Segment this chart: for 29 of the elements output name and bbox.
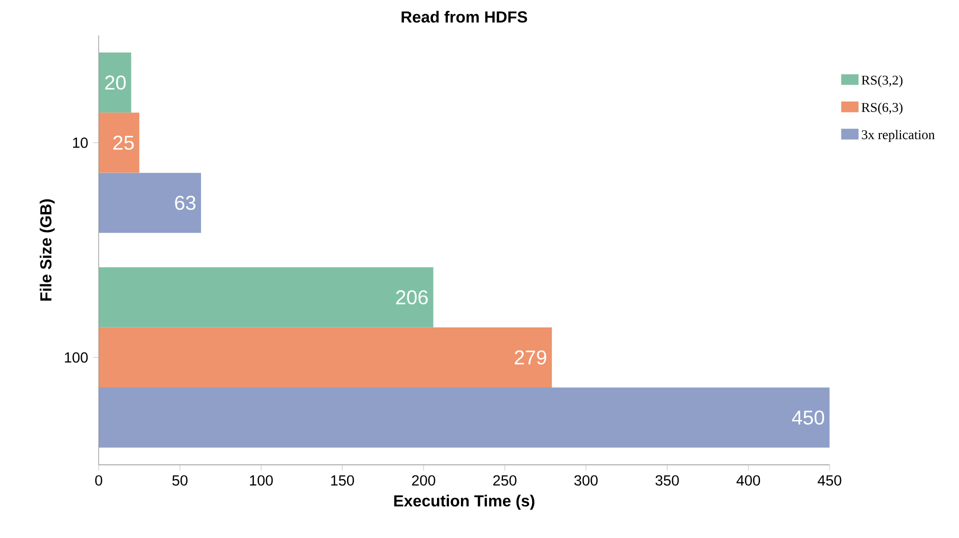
- x-axis-title: Execution Time (s): [394, 494, 534, 510]
- bar: [98, 172, 202, 233]
- x-tick-label: 300: [574, 475, 598, 486]
- x-tick-label: 400: [736, 475, 760, 486]
- x-tick-label: 450: [818, 475, 842, 486]
- y-axis-title: File Size (GB): [40, 199, 55, 301]
- x-tick-label: 150: [331, 475, 354, 486]
- bar: [98, 327, 552, 388]
- chart-title: Read from HDFS: [402, 10, 528, 23]
- data-label: 20: [105, 75, 126, 90]
- y-tick-label: 10: [73, 137, 88, 148]
- x-tick-label: 0: [95, 475, 102, 486]
- bar: [98, 267, 434, 328]
- bar: [98, 52, 132, 113]
- data-label: 25: [113, 136, 134, 150]
- data-label: 63: [175, 196, 196, 210]
- x-tick-label: 200: [412, 475, 436, 486]
- legend-label: RS(3,2): [862, 75, 902, 88]
- bar: [98, 112, 140, 173]
- legend-label: RS(6,3): [862, 102, 902, 115]
- x-tick-label: 350: [656, 475, 679, 486]
- bar: [98, 387, 830, 448]
- x-tick-label: 50: [172, 475, 188, 486]
- data-label: 206: [396, 290, 428, 304]
- x-tick-label: 250: [493, 475, 516, 486]
- legend-label: 3x replication: [862, 130, 935, 142]
- data-label: 450: [792, 410, 824, 425]
- data-label: 279: [514, 350, 546, 364]
- x-tick-label: 100: [250, 475, 273, 486]
